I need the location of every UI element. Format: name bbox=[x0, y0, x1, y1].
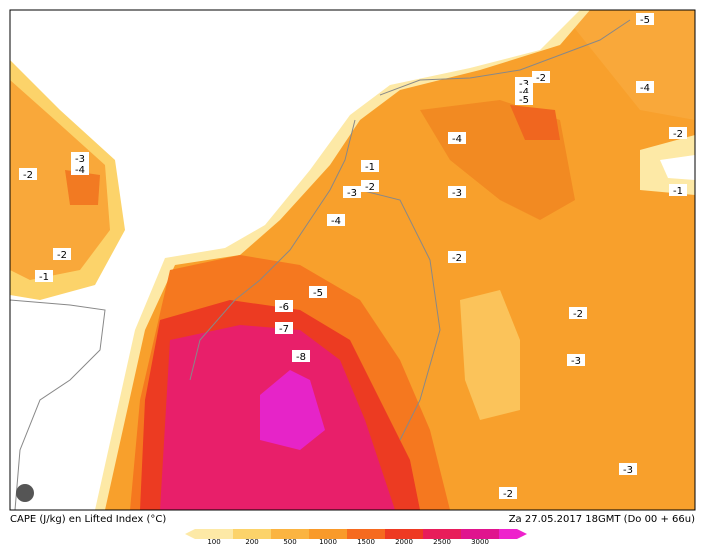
contour-label: -2 bbox=[499, 487, 517, 500]
label-text: -2 bbox=[57, 250, 67, 261]
label-text: -3 bbox=[571, 356, 581, 367]
contour-label: -1 bbox=[669, 184, 687, 197]
contour-label: -3 bbox=[343, 186, 361, 199]
label-text: -3 bbox=[623, 465, 633, 476]
colorbar-tick: 3000 bbox=[471, 538, 489, 546]
label-box bbox=[275, 300, 293, 312]
label-box bbox=[569, 307, 587, 319]
logo bbox=[16, 484, 34, 502]
footer-right: Za 27.05.2017 18GMT (Do 00 + 66u) bbox=[509, 514, 695, 525]
contour-label: -4 bbox=[636, 81, 654, 94]
label-box bbox=[669, 127, 687, 139]
contour-label: -3 bbox=[71, 152, 89, 165]
label-text: -5 bbox=[519, 95, 529, 106]
label-text: -2 bbox=[673, 129, 683, 140]
label-box bbox=[448, 132, 466, 144]
label-text: -7 bbox=[279, 324, 289, 335]
label-box bbox=[636, 81, 654, 93]
map-frame bbox=[9, 9, 696, 511]
label-text: -3 bbox=[452, 188, 462, 199]
label-box bbox=[71, 152, 89, 164]
label-box bbox=[361, 180, 379, 192]
contour-label: -5 bbox=[309, 286, 327, 299]
contour-label: -1 bbox=[361, 160, 379, 173]
label-box bbox=[275, 322, 293, 334]
footer-left: CAPE (J/kg) en Lifted Index (°C) bbox=[10, 514, 166, 525]
label-text: -4 bbox=[640, 83, 650, 94]
label-text: -5 bbox=[313, 288, 323, 299]
colorbar-tick: 2000 bbox=[395, 538, 413, 546]
label-box bbox=[619, 463, 637, 475]
label-box bbox=[292, 350, 310, 362]
label-box bbox=[448, 186, 466, 198]
contour-label: -6 bbox=[275, 300, 293, 313]
label-box bbox=[343, 186, 361, 198]
label-text: -8 bbox=[296, 352, 306, 363]
contour-label: -4 bbox=[327, 214, 345, 227]
label-box bbox=[499, 487, 517, 499]
colorbar-tick: 100 bbox=[207, 538, 220, 546]
contour-label: -2 bbox=[448, 251, 466, 264]
contour-label: -8 bbox=[292, 350, 310, 363]
contour-label: -5 bbox=[636, 13, 654, 26]
contour-label: -2 bbox=[53, 248, 71, 261]
label-text: -2 bbox=[23, 170, 33, 181]
label-box bbox=[532, 71, 550, 83]
colorbar-tick: 1000 bbox=[319, 538, 337, 546]
label-box bbox=[636, 13, 654, 25]
label-text: -6 bbox=[279, 302, 289, 313]
contour-label: -2 bbox=[361, 180, 379, 193]
colorbar-tick: 1500 bbox=[357, 538, 375, 546]
label-text: -2 bbox=[536, 73, 546, 84]
contour-label: -5 bbox=[515, 93, 533, 106]
label-text: -2 bbox=[503, 489, 513, 500]
label-text: -4 bbox=[75, 165, 85, 176]
contour-label: -7 bbox=[275, 322, 293, 335]
label-text: -4 bbox=[452, 134, 462, 145]
colorbar bbox=[185, 529, 527, 539]
label-text: -4 bbox=[519, 87, 529, 98]
label-text: -3 bbox=[347, 188, 357, 199]
label-text: -5 bbox=[640, 15, 650, 26]
contour-label: -3 bbox=[448, 186, 466, 199]
label-box bbox=[35, 270, 53, 282]
contour-label: -2 bbox=[569, 307, 587, 320]
contour-label: -2 bbox=[532, 71, 550, 84]
coastlines bbox=[9, 19, 631, 511]
contour-label: -3 bbox=[619, 463, 637, 476]
label-box bbox=[327, 214, 345, 226]
colorbar-tick: 500 bbox=[283, 538, 296, 546]
label-text: -2 bbox=[365, 182, 375, 193]
label-text: -1 bbox=[365, 162, 375, 173]
label-box bbox=[669, 184, 687, 196]
label-box bbox=[567, 354, 585, 366]
contour-label: -3 bbox=[567, 354, 585, 367]
label-box bbox=[448, 251, 466, 263]
colorbar-tick: 200 bbox=[245, 538, 258, 546]
contour-label: -1 bbox=[35, 270, 53, 283]
label-text: -2 bbox=[452, 253, 462, 264]
label-box bbox=[515, 93, 533, 105]
label-box bbox=[53, 248, 71, 260]
label-text: -4 bbox=[331, 216, 341, 227]
contour-label: -4 bbox=[448, 132, 466, 145]
colorbar-tick: 2500 bbox=[433, 538, 451, 546]
contour-label: -2 bbox=[19, 168, 37, 181]
label-text: -2 bbox=[573, 309, 583, 320]
label-text: -3 bbox=[519, 79, 529, 90]
label-box bbox=[71, 163, 89, 175]
contour-label: -2 bbox=[669, 127, 687, 140]
label-text: -1 bbox=[673, 186, 683, 197]
label-box bbox=[19, 168, 37, 180]
label-box bbox=[309, 286, 327, 298]
label-box bbox=[361, 160, 379, 172]
label-text: -3 bbox=[75, 154, 85, 165]
label-text: -1 bbox=[39, 272, 49, 283]
map-field bbox=[10, 10, 695, 510]
contour-label: -4 bbox=[71, 163, 89, 176]
